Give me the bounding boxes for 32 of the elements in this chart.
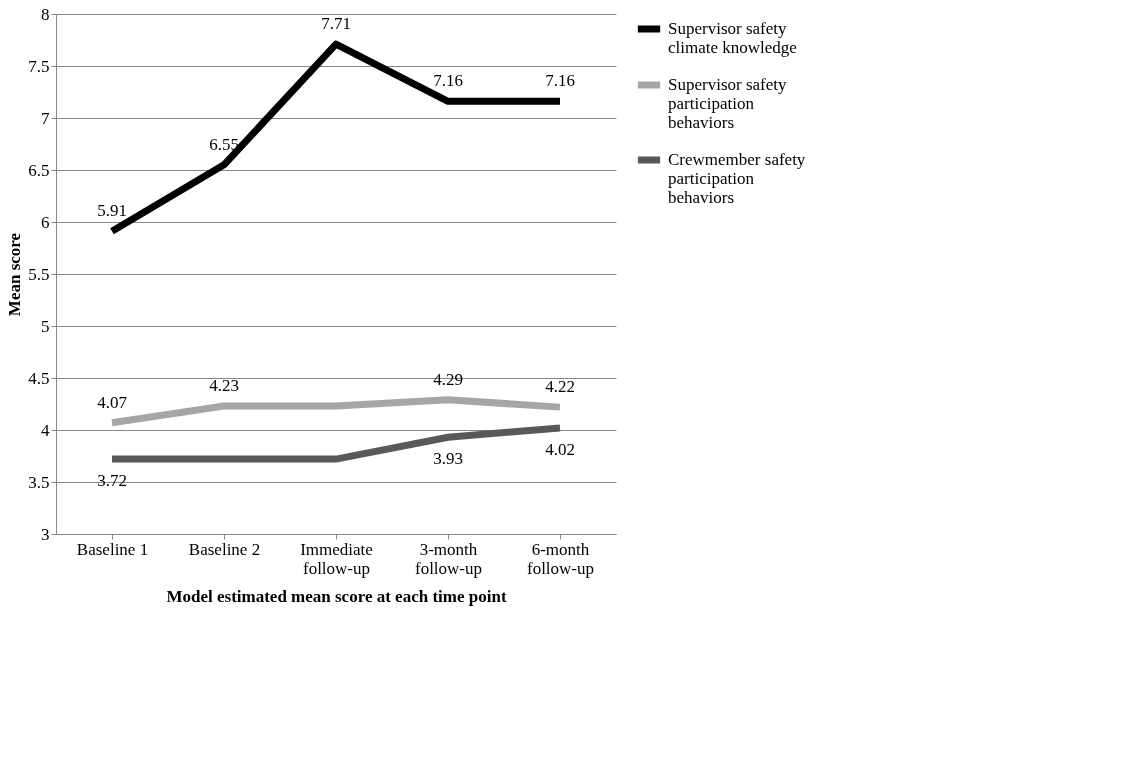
x-tick-label: 6-month follow-up bbox=[526, 539, 595, 578]
y-axis-title: Mean score bbox=[5, 232, 25, 317]
legend-label: Supervisor safety climate knowledge bbox=[668, 19, 797, 57]
y-tick-label: 7.5 bbox=[28, 56, 50, 76]
y-tick-label: 6.5 bbox=[28, 160, 50, 180]
data-label: 4.23 bbox=[209, 376, 239, 396]
data-label: 5.91 bbox=[97, 201, 127, 221]
data-label: 4.02 bbox=[545, 439, 575, 459]
data-label: 4.07 bbox=[97, 392, 128, 412]
x-tick-label: Immediate follow-up bbox=[300, 539, 373, 578]
data-label: 7.16 bbox=[545, 71, 575, 91]
y-tick-label: 5 bbox=[41, 316, 50, 336]
y-tick-label: 6 bbox=[41, 212, 50, 232]
x-tick-label: 3-month follow-up bbox=[414, 539, 483, 578]
data-label: 4.22 bbox=[545, 377, 575, 397]
y-tick-label: 7 bbox=[41, 108, 50, 128]
x-axis-title: Model estimated mean score at each time point bbox=[166, 586, 507, 606]
y-tick-label: 8 bbox=[41, 4, 50, 24]
data-label: 7.71 bbox=[321, 14, 351, 34]
y-tick-label: 3.5 bbox=[28, 472, 50, 492]
data-label: 3.72 bbox=[97, 471, 127, 491]
x-tick-label: Baseline 1 bbox=[76, 539, 149, 559]
y-tick-label: 5.5 bbox=[28, 264, 50, 284]
y-tick-label: 4.5 bbox=[28, 368, 50, 388]
data-label: 4.29 bbox=[433, 369, 463, 389]
x-tick-label: Baseline 2 bbox=[188, 539, 261, 559]
y-tick-label: 3 bbox=[41, 524, 50, 544]
data-label: 3.93 bbox=[433, 449, 463, 469]
data-label: 7.16 bbox=[433, 71, 463, 91]
legend-label: Supervisor safety participation behaviors bbox=[668, 75, 787, 132]
y-tick-label: 4 bbox=[41, 420, 50, 440]
legend-label: Crewmember safety participation behaviors bbox=[668, 150, 806, 207]
